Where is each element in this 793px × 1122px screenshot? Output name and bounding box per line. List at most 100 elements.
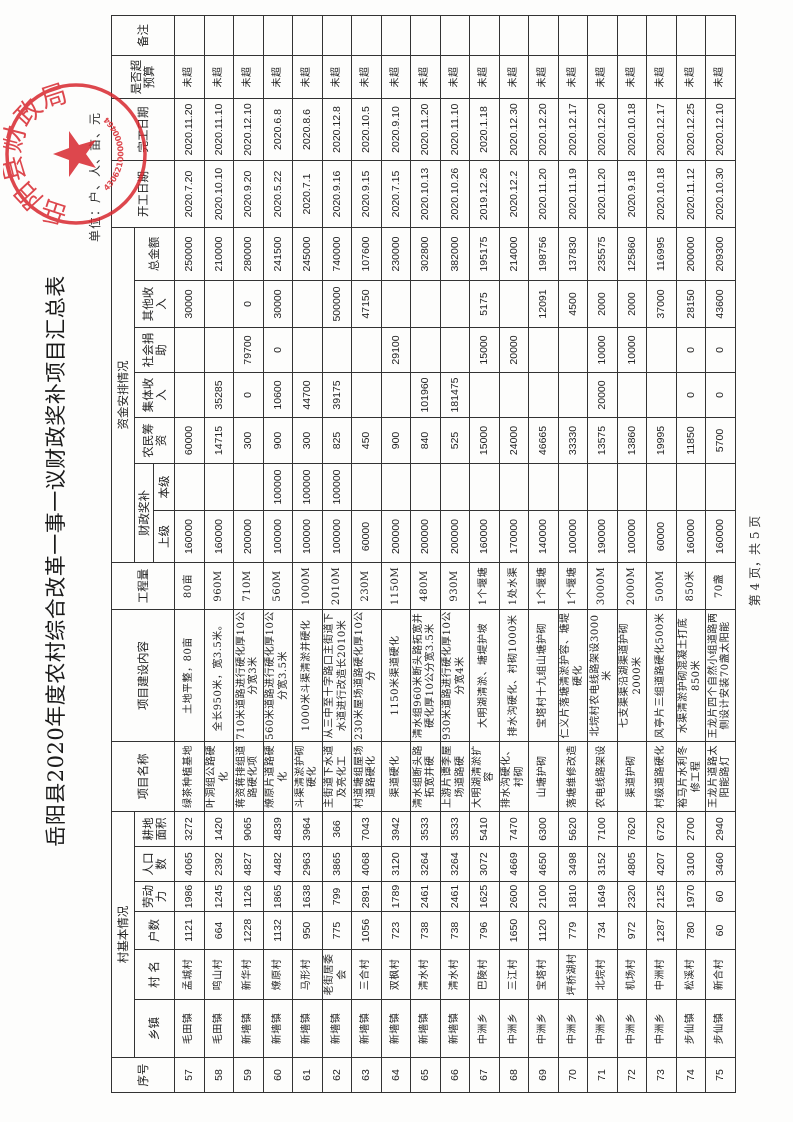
cell-households: 1287 [646,911,676,950]
cell-project-name: 裕马片水利冬修工程 [676,741,706,812]
cell-farmer: 525 [440,417,470,464]
cell-local [204,463,234,511]
cell-start: 2020.11.12 [676,160,706,228]
cell-collective: 44700 [292,372,322,418]
cell-village: 宝塔村 [528,949,558,1000]
cell-farmer: 33330 [558,417,588,464]
cell-total: 209300 [705,227,735,281]
cell-over-budget: 未超 [617,55,647,99]
cell-population: 3120 [381,846,411,882]
cell-end: 2020.12.10 [233,98,263,161]
cell-content: 土地平整，80亩 [174,609,204,742]
cell-total: 241500 [263,227,293,281]
cell-collective [646,372,676,418]
cell-township: 新墙镇 [440,999,470,1058]
cell-upper: 60000 [351,510,381,563]
cell-local [558,463,588,511]
cell-seq: 66 [440,1057,470,1093]
cell-remark [263,15,293,56]
table-row: 58 毛田镇 鸣山村 664 1245 2392 1420 叶洞组公路硬化 全长950米，宽3.… [204,15,234,1093]
cell-quantity: 1000M [292,562,322,610]
cell-village: 机场村 [617,949,647,1000]
cell-end: 2020.11.20 [410,98,440,161]
cell-farmland: 5410 [469,811,499,847]
cell-local [174,463,204,511]
cell-quantity: 230M [351,562,381,610]
cell-collective: 0 [705,372,735,418]
cell-content: 560米道路进行硬化厚10公分宽3.5米 [263,609,293,742]
cell-start: 2020.10.10 [204,160,234,228]
cell-end: 2020.12.25 [676,98,706,161]
cell-township: 中洲乡 [469,999,499,1058]
cell-over-budget: 未超 [322,55,352,99]
cell-village: 燎原村 [263,949,293,1000]
cell-quantity: 2010M [322,562,352,610]
cell-township: 中洲乡 [617,999,647,1058]
cell-population: 3152 [587,846,617,882]
table-row: 75 步仙镇 新合村 60 60 3460 2940 王龙片道路太阳能路灯 王龙片四个自然小组道… [705,15,735,1093]
header-project-name: 项目名称 [111,741,175,812]
cell-farmer: 11850 [676,417,706,464]
cell-other: 4500 [558,280,588,328]
cell-total: 116995 [646,227,676,281]
cell-quantity: 930M [440,562,470,610]
cell-donation: 0 [263,327,293,373]
cell-remark [440,15,470,56]
cell-village: 中洲村 [646,949,676,1000]
cell-start: 2020.10.18 [646,160,676,228]
cell-remark [528,15,558,56]
cell-other: 12091 [528,280,558,328]
cell-village: 新合村 [705,949,735,1000]
cell-farmer: 13860 [617,417,647,464]
cell-collective [617,372,647,418]
cell-content: 排水沟硬化、衬砌1000米 [499,609,529,742]
cell-quantity: 1个堰塘 [469,562,499,610]
cell-village: 马形村 [292,949,322,1000]
cell-seq: 67 [469,1057,499,1093]
cell-content: 全长950米，宽3.5米。 [204,609,234,742]
stamp-code: 430621000000464 [102,115,126,193]
cell-remark [587,15,617,56]
cell-households: 1650 [499,911,529,950]
cell-project-name: 叶洞组公路硬化 [204,741,234,812]
cell-other: 43600 [705,280,735,328]
cell-households: 950 [292,911,322,950]
cell-households: 723 [381,911,411,950]
cell-donation: 0 [705,327,735,373]
cell-quantity: 500M [646,562,676,610]
header-population: 人口数 [134,846,175,882]
cell-township: 步仙镇 [676,999,706,1058]
cell-township: 中洲乡 [587,999,617,1058]
header-labor: 劳动力 [134,881,175,912]
cell-project-name: 王龙片道路太阳能路灯 [705,741,735,812]
cell-donation [528,327,558,373]
header-upper: 上级 [153,510,175,563]
star-icon [53,131,96,177]
cell-labor: 1649 [587,881,617,912]
cell-over-budget: 未超 [528,55,558,99]
cell-farmer: 13575 [587,417,617,464]
cell-start: 2020.12.2 [499,160,529,228]
cell-quantity: 3000M [587,562,617,610]
cell-project-name: 渠道护砌 [617,741,647,812]
cell-content: 大明湖清淤、塘堤护坡 [469,609,499,742]
cell-total: 125860 [617,227,647,281]
cell-donation: 15000 [469,327,499,373]
cell-other [381,280,411,328]
cell-local [469,463,499,511]
header-local: 本级 [153,463,175,511]
cell-quantity: 850米 [676,562,706,610]
cell-seq: 65 [410,1057,440,1093]
cell-over-budget: 未超 [292,55,322,99]
cell-labor: 1625 [469,881,499,912]
cell-farmland: 6300 [528,811,558,847]
cell-quantity: 1处水渠 [499,562,529,610]
header-other-income: 其他收入 [134,280,175,328]
cell-over-budget: 未超 [558,55,588,99]
cell-other: 500000 [322,280,352,328]
cell-remark [174,15,204,56]
header-farmer-funds: 农民筹资 [134,417,175,464]
cell-project-name: 清水组断头路拓宽并硬 [410,741,440,812]
cell-content: 仁义片落塘清淤护容、塘堤硬化 [558,609,588,742]
